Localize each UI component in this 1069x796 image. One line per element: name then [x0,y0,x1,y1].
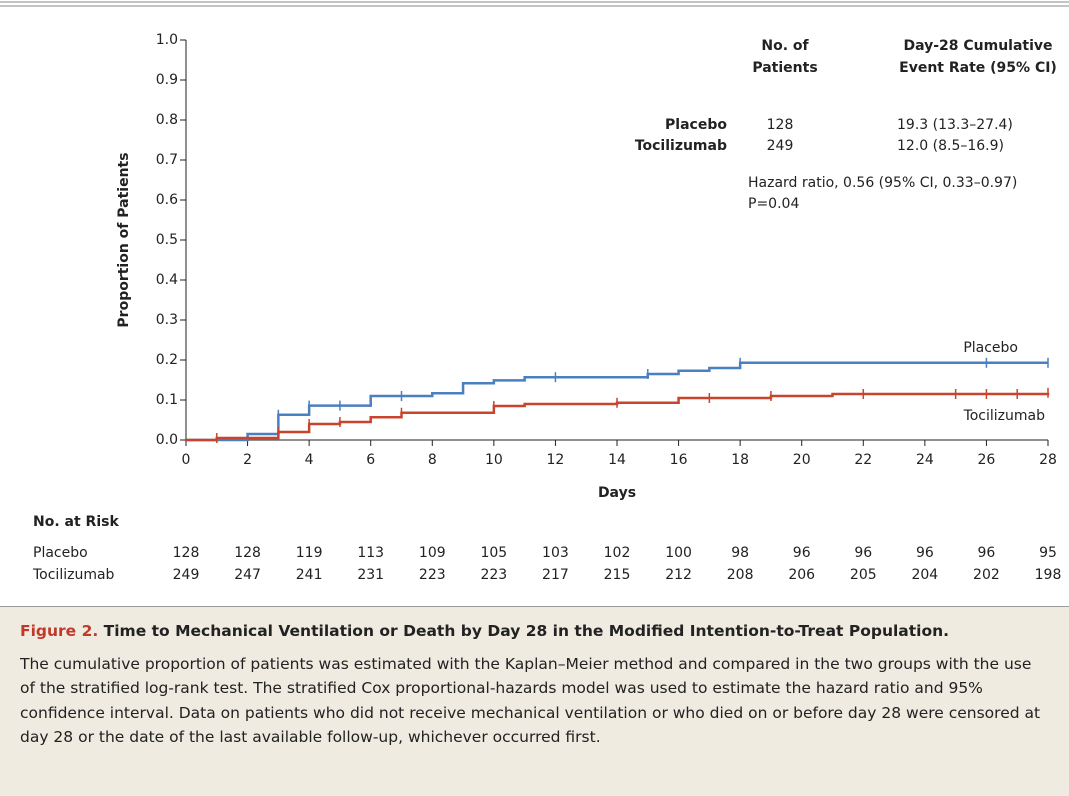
x-tick-label: 28 [1039,452,1057,468]
y-tick-label: 0.8 [156,112,178,128]
at-risk-value: 96 [793,545,811,561]
x-tick-label: 4 [305,452,314,468]
y-axis-label: Proportion of Patients [116,152,132,327]
y-tick-label: 0.2 [156,352,178,368]
at-risk-value: 215 [604,567,631,583]
x-tick-label: 2 [243,452,252,468]
x-axis-label: Days [598,485,636,501]
at-risk-value: 249 [173,567,200,583]
table-n: 128 [767,117,794,133]
p-text: P=0.04 [748,196,799,212]
table-row-label: Placebo [665,117,727,133]
km-curve [186,361,1048,442]
at-risk-value: 241 [296,567,323,583]
caption-box: Figure 2. Time to Mechanical Ventilation… [0,606,1069,796]
at-risk-value: 128 [234,545,261,561]
at-risk-value: 202 [973,567,1000,583]
at-risk-value: 128 [173,545,200,561]
at-risk-value: 102 [604,545,631,561]
table-rate: 12.0 (8.5–16.9) [897,138,1004,154]
at-risk-value: 204 [911,567,938,583]
at-risk-value: 113 [357,545,384,561]
at-risk-label: Placebo [33,545,88,561]
at-risk-value: 198 [1035,567,1062,583]
x-tick-label: 16 [670,452,688,468]
hazard-text: Hazard ratio, 0.56 (95% CI, 0.33–0.97) [748,175,1017,191]
at-risk-value: 96 [854,545,872,561]
table-header: Event Rate (95% CI) [899,60,1057,76]
y-tick-label: 0.3 [156,312,178,328]
x-tick-label: 24 [916,452,934,468]
at-risk-value: 223 [480,567,507,583]
chart: Proportion of Patients Days No. at Risk … [0,1,1069,583]
table-header: No. of [761,38,809,54]
x-tick-label: 6 [366,452,375,468]
y-tick-label: 0.6 [156,192,178,208]
at-risk-value: 105 [480,545,507,561]
at-risk-value: 206 [788,567,815,583]
x-tick-label: 8 [428,452,437,468]
at-risk-value: 98 [731,545,749,561]
x-tick-label: 18 [731,452,749,468]
table-n: 249 [767,138,794,154]
at-risk-value: 96 [978,545,996,561]
at-risk-value: 212 [665,567,692,583]
at-risk-value: 100 [665,545,692,561]
y-tick-label: 0.1 [156,392,178,408]
curve-label: Tocilizumab [963,408,1046,424]
at-risk-value: 103 [542,545,569,561]
at-risk-value: 247 [234,567,261,583]
x-tick-label: 20 [793,452,811,468]
table-header: Patients [752,60,817,76]
at-risk-value: 96 [916,545,934,561]
x-tick-label: 12 [547,452,565,468]
y-tick-label: 0.4 [156,272,178,288]
y-tick-label: 0.9 [156,72,178,88]
at-risk-label: Tocilizumab [32,567,115,583]
x-tick-label: 10 [485,452,503,468]
at-risk-value: 109 [419,545,446,561]
x-tick-label: 22 [854,452,872,468]
table-header: Day-28 Cumulative [903,38,1052,54]
caption-text: The cumulative proportion of patients wa… [20,654,1041,747]
x-tick-label: 14 [608,452,626,468]
y-tick-label: 0.7 [156,152,178,168]
at-risk-title: No. at Risk [33,514,119,530]
figure-title: Time to Mechanical Ventilation or Death … [103,622,950,640]
table-row-label: Tocilizumab [635,138,727,154]
x-tick-label: 0 [182,452,191,468]
at-risk-value: 208 [727,567,754,583]
at-risk-value: 217 [542,567,569,583]
x-tick-label: 26 [978,452,996,468]
y-tick-label: 1.0 [156,32,178,48]
figure-heading: Figure 2. Time to Mechanical Ventilation… [20,619,1049,644]
at-risk-value: 205 [850,567,877,583]
at-risk-value: 119 [296,545,323,561]
y-tick-label: 0.5 [156,232,178,248]
y-tick-label: 0.0 [156,432,178,448]
figure-label: Figure 2. [20,622,99,640]
at-risk-value: 223 [419,567,446,583]
at-risk-value: 231 [357,567,384,583]
table-rate: 19.3 (13.3–27.4) [897,117,1013,133]
curve-label: Placebo [963,340,1018,356]
at-risk-value: 95 [1039,545,1057,561]
